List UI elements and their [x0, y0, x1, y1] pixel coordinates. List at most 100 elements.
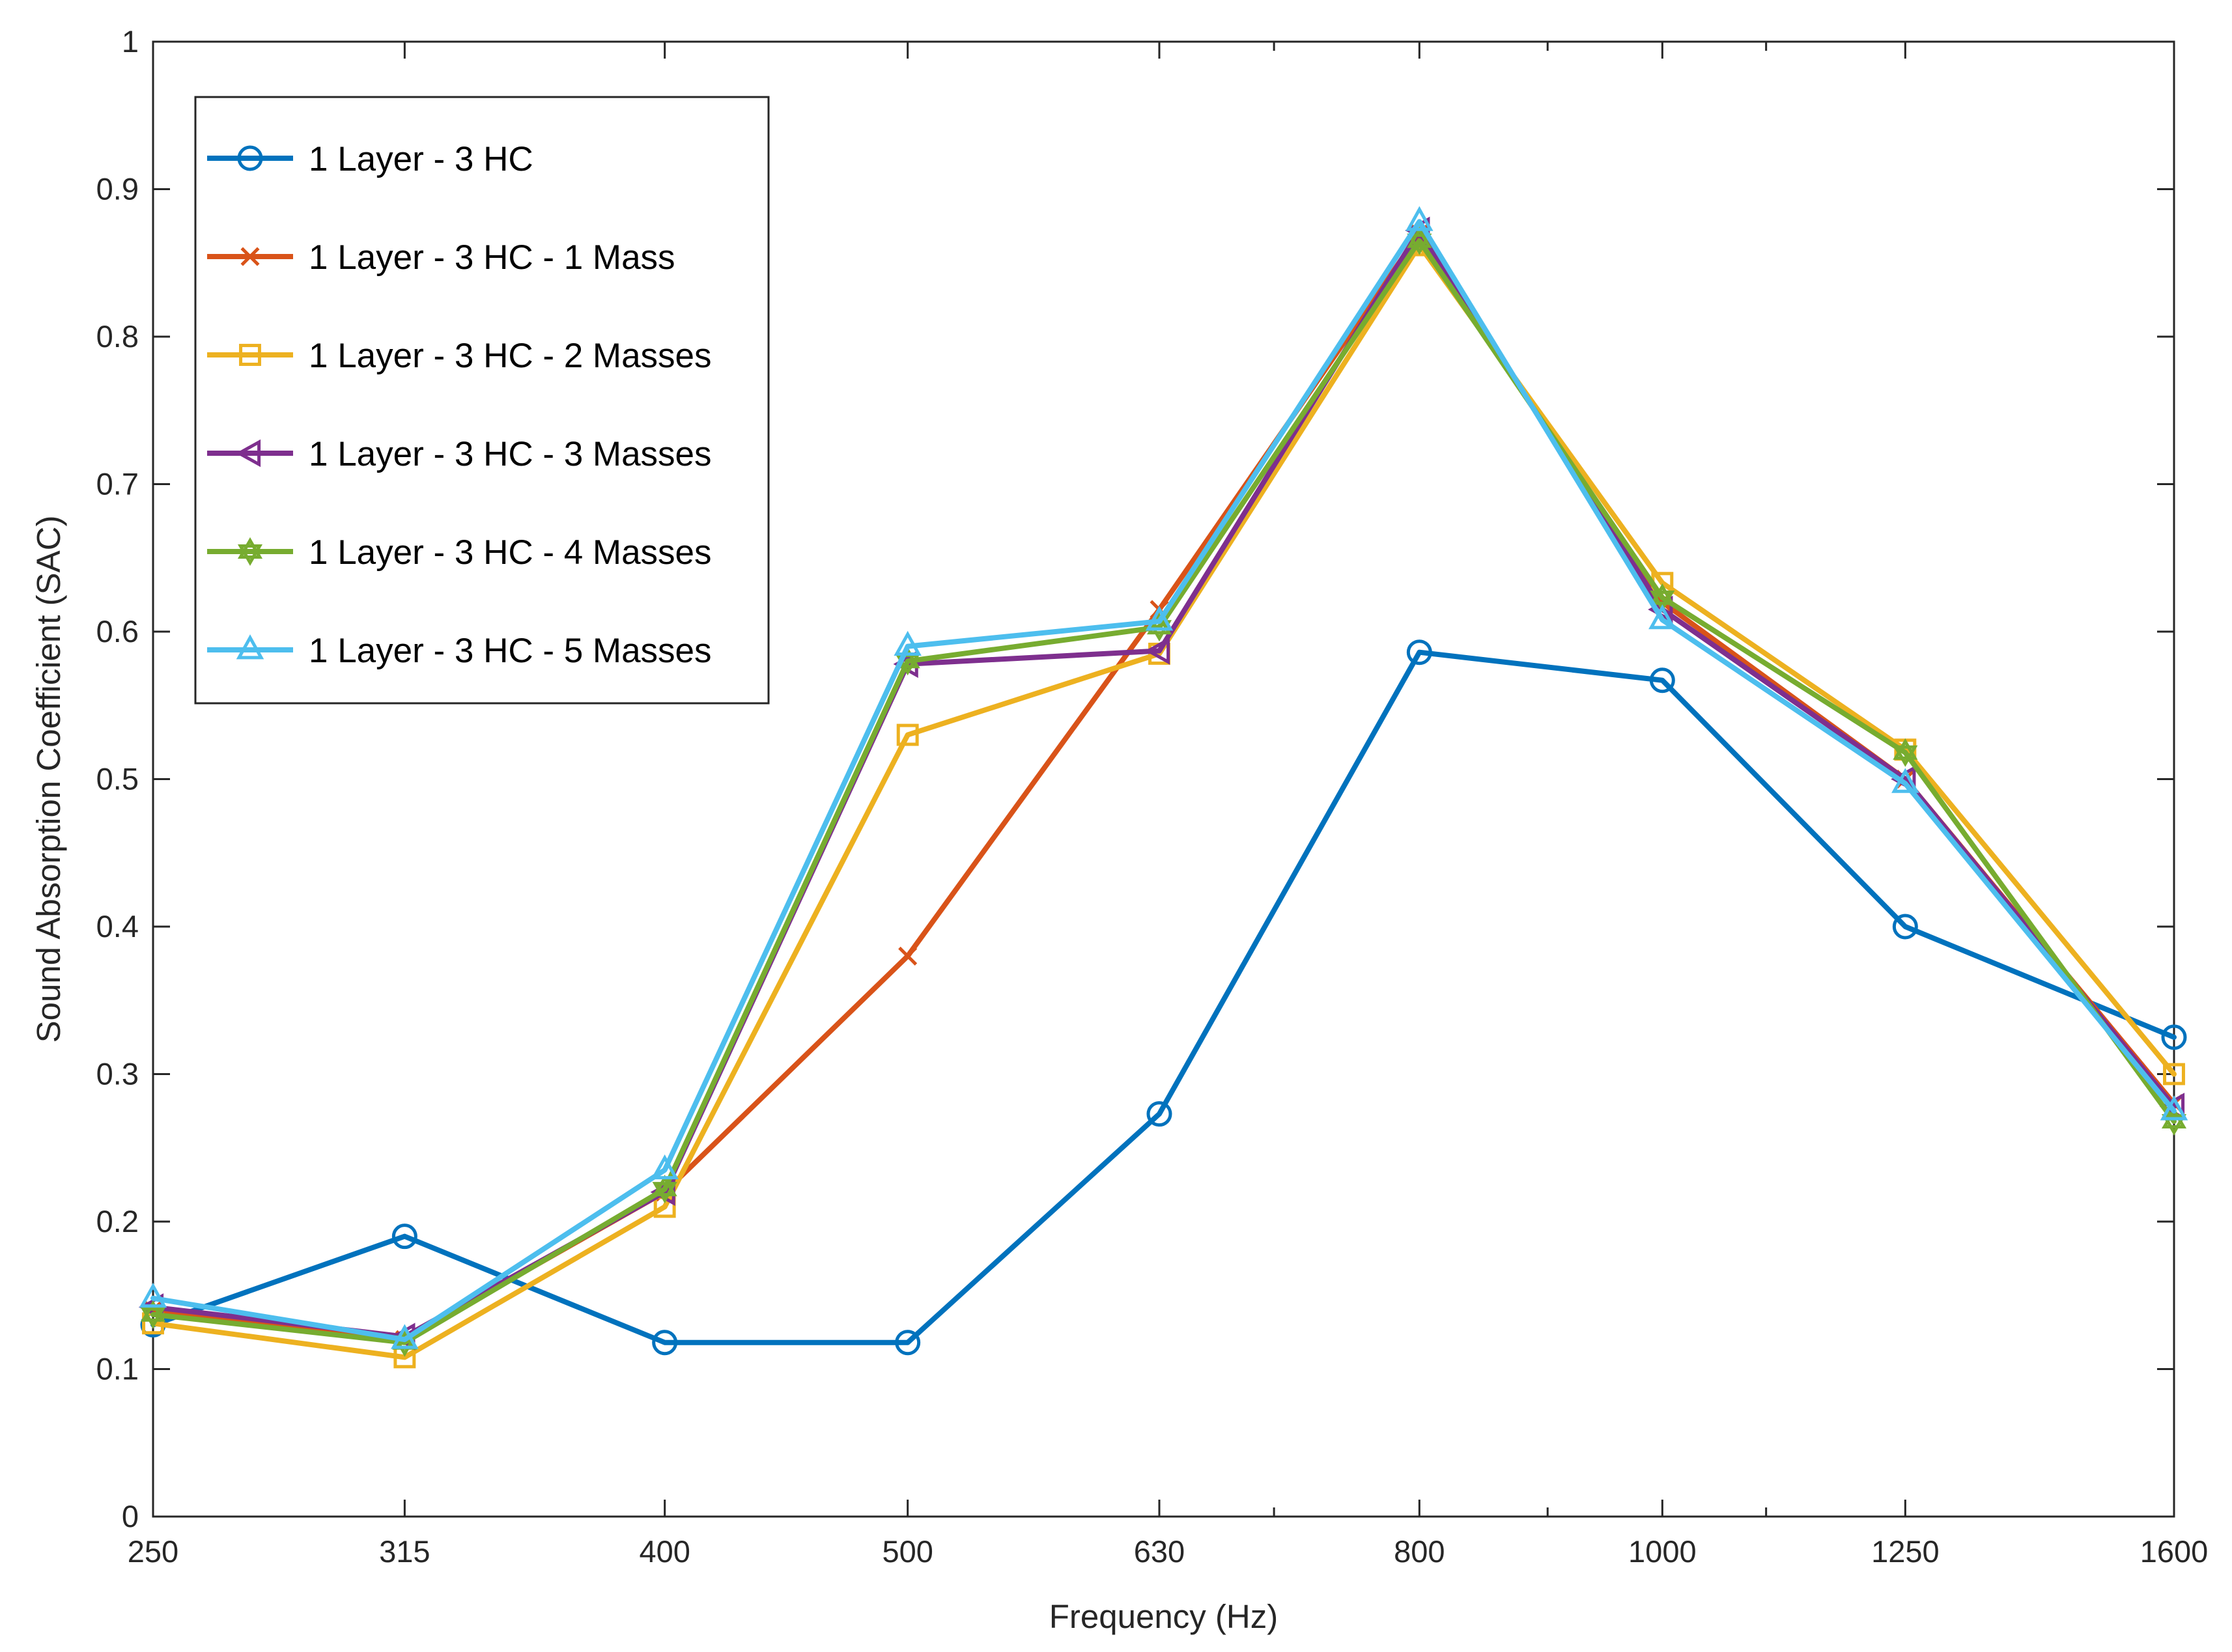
series-line: [150, 649, 2177, 1345]
x-tick-label: 1250: [1871, 1534, 1940, 1569]
data-point: [651, 1154, 679, 1180]
x-tick-label: 1000: [1628, 1534, 1697, 1569]
triangle-left-marker: [1144, 637, 1170, 665]
legend-label: 1 Layer - 3 HC - 3 Masses: [309, 435, 712, 473]
triangle-left-marker: [235, 439, 261, 468]
circle-marker: [391, 1224, 417, 1250]
data-point: [1649, 667, 1675, 693]
circle-marker: [1146, 1101, 1172, 1127]
data-point: [391, 1324, 419, 1349]
y-tick-label: 0: [122, 1499, 139, 1533]
triangle-up-marker: [1891, 768, 1919, 793]
y-tick-label: 0.4: [96, 909, 139, 944]
x-tick-label: 630: [1134, 1534, 1185, 1569]
triangle-up-marker: [2160, 1095, 2188, 1121]
x-axis-title: Frequency (Hz): [1049, 1598, 1278, 1635]
hexagram-marker: [1407, 226, 1432, 248]
circle-marker: [2161, 1024, 2187, 1050]
data-point: [1407, 226, 1432, 255]
series-line: [150, 238, 2177, 1345]
triangle-up-marker: [1648, 604, 1676, 630]
y-tick-label: 0.5: [96, 762, 139, 796]
legend-entry: 1 Layer - 3 HC - 5 Masses: [207, 632, 712, 670]
legend-entry: 1 Layer - 3 HC - 4 Masses: [207, 533, 712, 572]
x-marker: [240, 247, 260, 266]
data-point: [1406, 206, 1434, 231]
hexagram-marker: [140, 1300, 166, 1322]
triangle-up-marker: [894, 630, 922, 656]
data-point: [1406, 639, 1432, 665]
series-lines: [138, 206, 2188, 1369]
x-marker: [898, 946, 918, 966]
y-tick-label: 0.9: [96, 172, 139, 206]
legend-entry: 1 Layer - 3 HC - 3 Masses: [207, 435, 712, 473]
y-axis-title: Sound Absorption Coefficient (SAC): [30, 516, 67, 1043]
y-tick-label: 0.3: [96, 1057, 139, 1091]
circle-marker: [895, 1330, 921, 1356]
hexagram-marker: [652, 1175, 677, 1197]
data-point: [1648, 604, 1676, 630]
data-point: [652, 1175, 677, 1204]
legend-entry: 1 Layer - 3 HC - 1 Mass: [207, 238, 675, 277]
data-point: [1891, 768, 1919, 793]
series-group: [140, 226, 2187, 1357]
triangle-up-marker: [236, 634, 264, 660]
circle-marker: [237, 145, 263, 171]
legend-entry: 1 Layer - 3 HC: [207, 140, 533, 178]
square-marker: [2163, 1063, 2185, 1085]
hexagram-marker: [237, 544, 263, 566]
legend: 1 Layer - 3 HC 1 Layer - 3 HC - 1 Mass 1 L…: [194, 96, 770, 705]
y-tick-label: 0.6: [96, 614, 139, 649]
series-line: [150, 242, 2177, 1360]
legend-label: 1 Layer - 3 HC - 4 Masses: [309, 533, 712, 572]
data-point: [2160, 1095, 2188, 1121]
hexagram-marker: [1893, 738, 1918, 760]
triangle-up-marker: [651, 1154, 679, 1180]
x-tick-label: 800: [1394, 1534, 1445, 1569]
x-tick-label: 500: [882, 1534, 933, 1569]
data-point: [1144, 637, 1170, 665]
series-group: [139, 206, 2188, 1349]
circle-marker: [1892, 914, 1918, 940]
y-tick-label: 0.8: [96, 319, 139, 354]
x-tick-label: 1600: [2140, 1534, 2209, 1569]
data-point: [895, 1330, 921, 1356]
hexagram-marker: [1650, 583, 1675, 605]
data-point: [139, 1282, 167, 1308]
data-point: [1893, 738, 1918, 767]
hexagram-marker: [140, 1307, 166, 1329]
series-line: [150, 219, 2177, 1343]
data-point: [2161, 1024, 2187, 1050]
data-point: [391, 1224, 417, 1250]
triangle-up-marker: [1145, 606, 1174, 631]
data-point: [140, 1300, 166, 1329]
hexagram-marker: [1893, 745, 1918, 767]
data-point: [2163, 1063, 2185, 1085]
data-point: [1650, 583, 1675, 612]
series-group: [140, 639, 2187, 1356]
hexagram-marker: [237, 537, 263, 559]
data-point: [1145, 606, 1174, 631]
y-tick-label: 0.1: [96, 1352, 139, 1386]
circle-marker: [1649, 667, 1675, 693]
y-tick-label: 0.7: [96, 467, 139, 501]
circle-marker: [652, 1330, 678, 1356]
y-tick-label: 1: [122, 24, 139, 59]
legend-entry: 1 Layer - 3 HC - 2 Masses: [207, 337, 712, 375]
y-tick-label: 0.2: [96, 1204, 139, 1239]
data-point: [894, 630, 922, 656]
x-tick-label: 250: [128, 1534, 178, 1569]
legend-box: [194, 96, 770, 705]
legend-label: 1 Layer - 3 HC - 1 Mass: [309, 238, 675, 277]
triangle-up-marker: [139, 1282, 167, 1308]
hexagram-marker: [1650, 590, 1675, 612]
hexagram-marker: [2161, 1113, 2187, 1136]
data-point: [896, 723, 919, 746]
legend-label: 1 Layer - 3 HC - 2 Masses: [309, 337, 712, 375]
square-marker: [239, 344, 261, 366]
triangle-up-marker: [1406, 206, 1434, 231]
hexagram-marker: [652, 1182, 677, 1204]
legend-label: 1 Layer - 3 HC - 5 Masses: [309, 632, 712, 670]
